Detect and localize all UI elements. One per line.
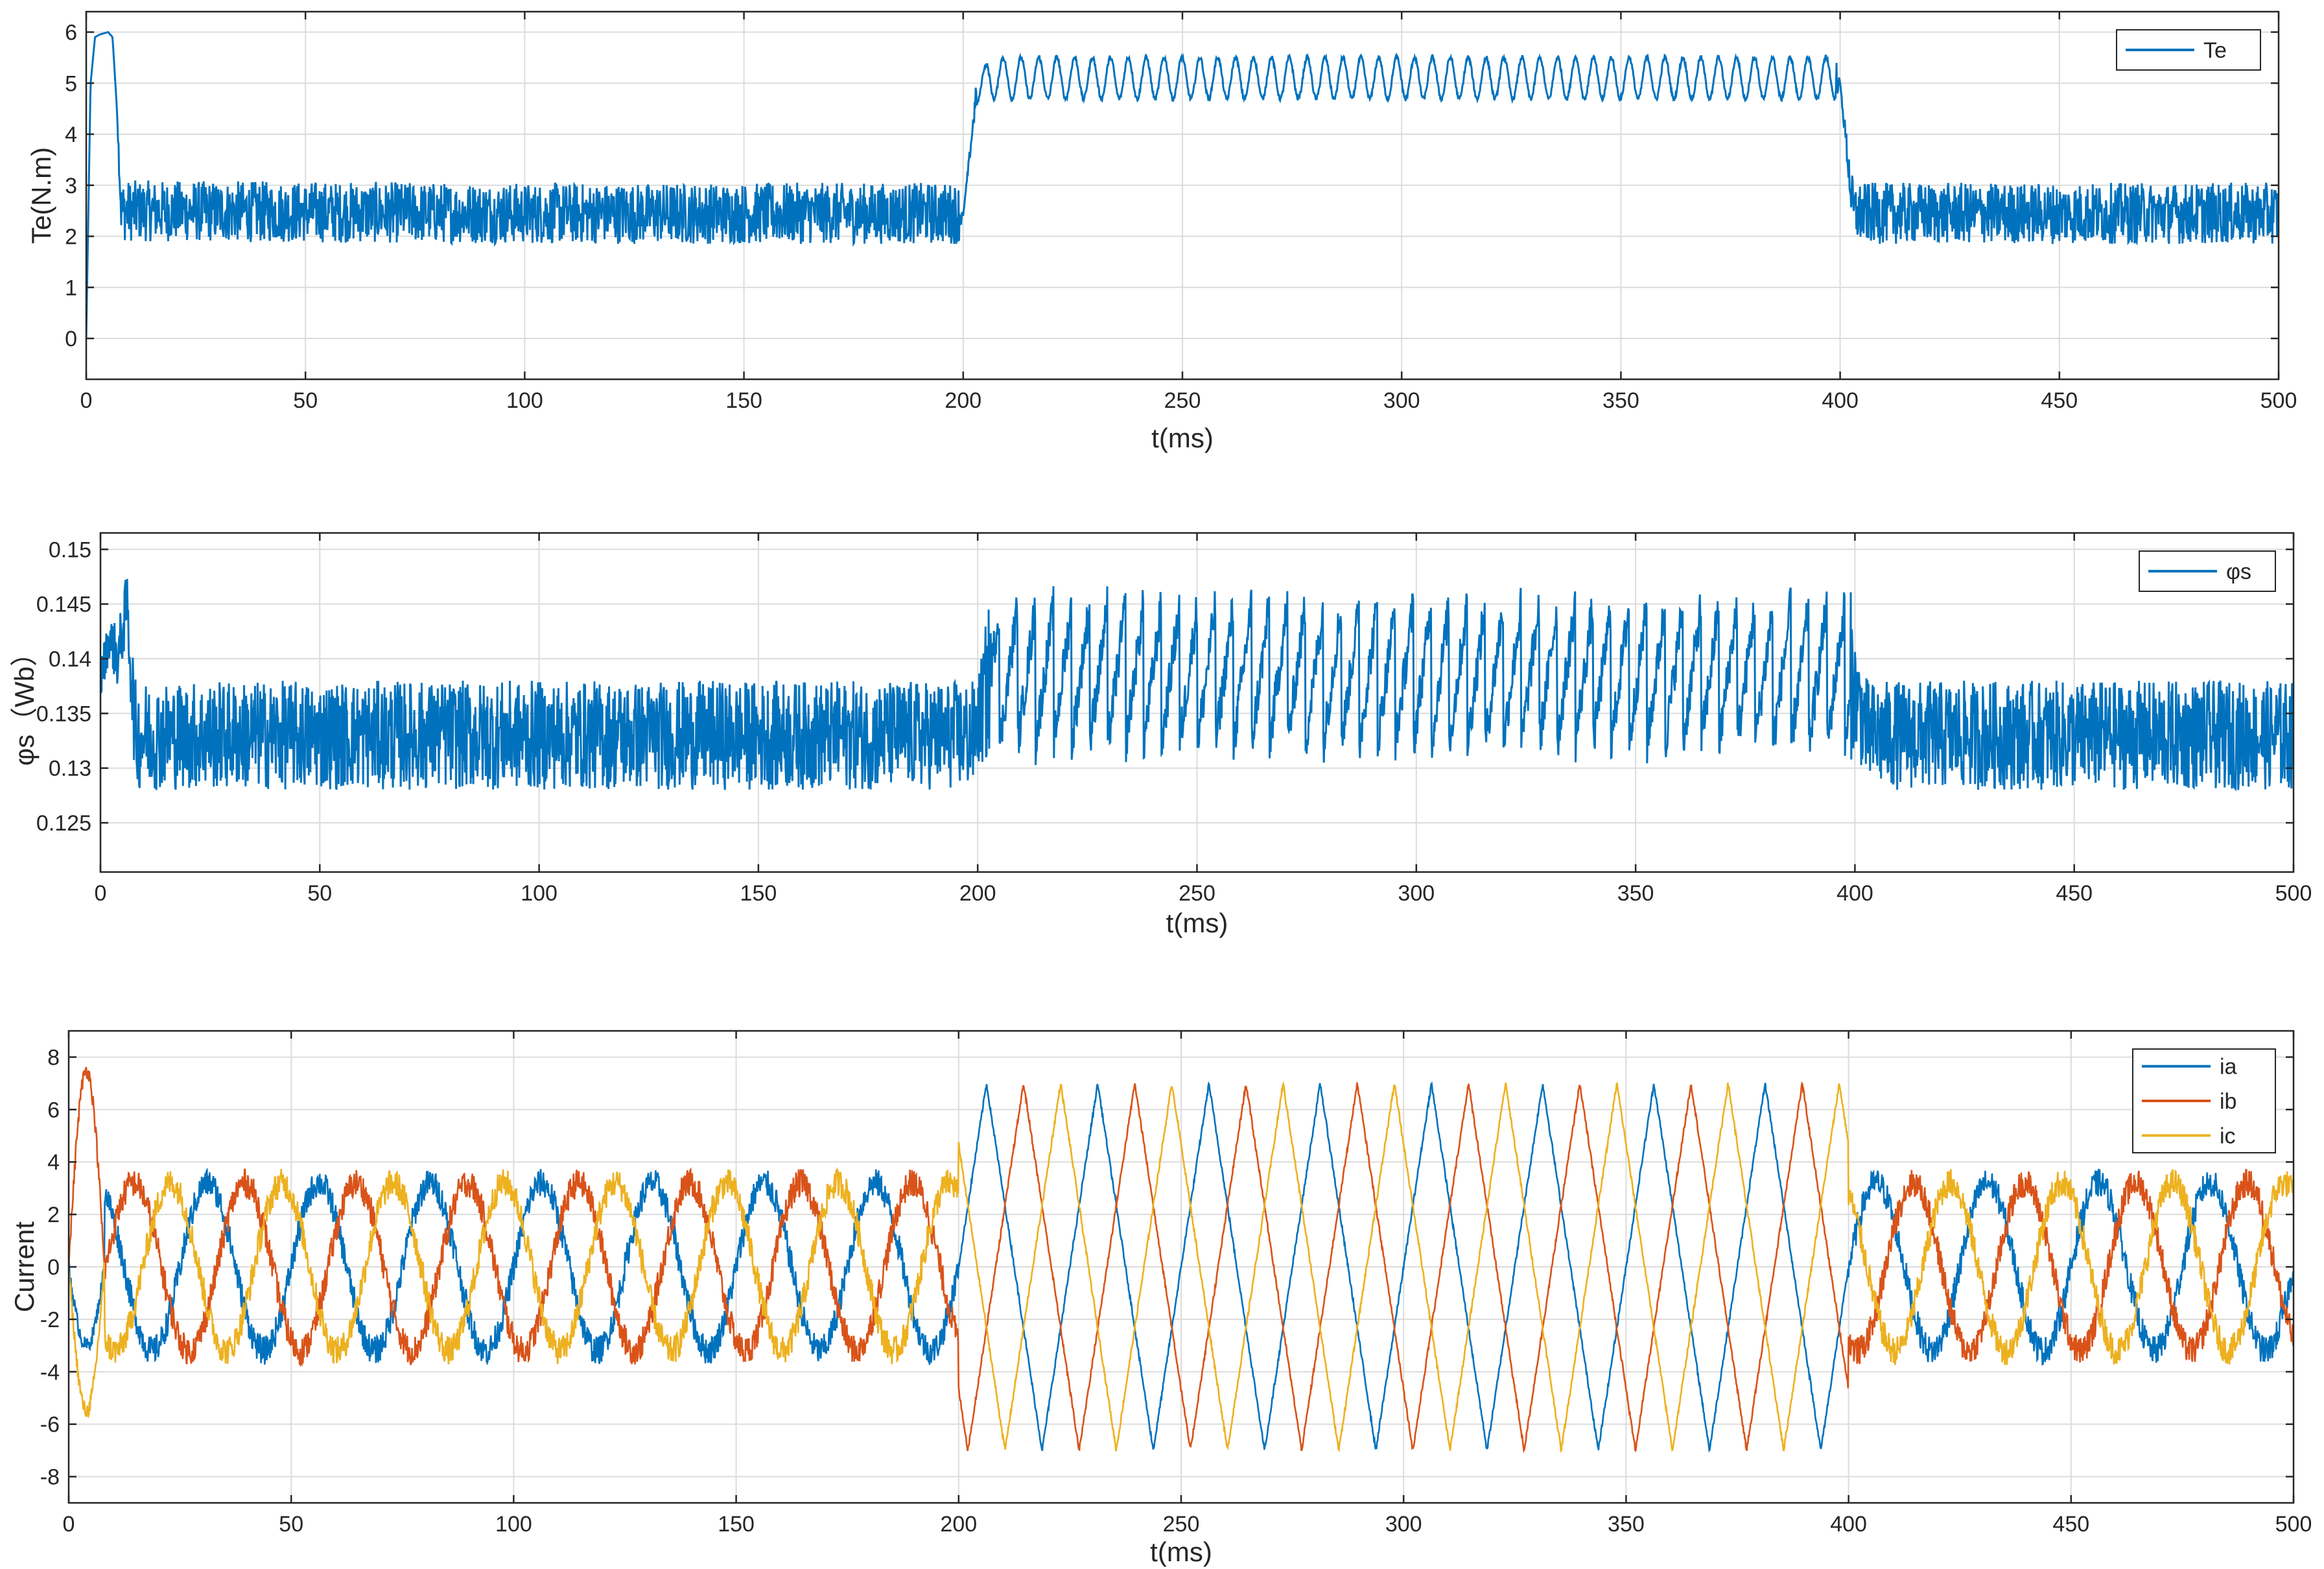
x-tick-label-4: 200 xyxy=(940,1512,977,1537)
x-tick-label-2: 100 xyxy=(495,1512,532,1537)
y-tick-label-3: 3 xyxy=(65,174,77,198)
torque-legend: Te xyxy=(2116,29,2261,71)
y-tick-label-0: 0.125 xyxy=(36,811,91,836)
series-line-ia xyxy=(69,1081,2294,1453)
x-tick-label-10: 500 xyxy=(2260,388,2297,413)
x-tick-label-0: 0 xyxy=(63,1512,75,1537)
x-tick-label-8: 400 xyxy=(1822,388,1859,413)
y-tick-label-1: 0.13 xyxy=(49,757,91,781)
x-tick-label-7: 350 xyxy=(1608,1512,1645,1537)
legend-label-ic: ic xyxy=(2220,1124,2236,1148)
flux-series-layer xyxy=(100,578,2294,792)
x-tick-label-8: 400 xyxy=(1837,881,1873,906)
x-tick-label-7: 350 xyxy=(1602,388,1639,413)
current-series-layer xyxy=(69,1067,2294,1454)
y-tick-label-2: 2 xyxy=(65,225,77,250)
current-x-axis-label: t(ms) xyxy=(1150,1537,1212,1567)
y-tick-label-4: 0 xyxy=(47,1255,60,1280)
x-tick-label-0: 0 xyxy=(80,388,93,413)
legend-label-ia: ia xyxy=(2220,1055,2237,1079)
x-tick-label-2: 100 xyxy=(521,881,558,906)
current-ticks: 0 50 100 150 200 250 300 350 400 450 500 -8 -6 -4 -2 0 2… xyxy=(40,1031,2312,1537)
flux-x-axis-label: t(ms) xyxy=(1166,908,1228,938)
legend-label-te: Te xyxy=(2203,38,2227,63)
x-tick-label-9: 450 xyxy=(2056,881,2093,906)
x-tick-label-10: 500 xyxy=(2275,881,2312,906)
x-tick-label-3: 150 xyxy=(718,1512,755,1537)
x-tick-label-5: 250 xyxy=(1179,881,1215,906)
series-line-ib xyxy=(69,1067,2294,1454)
x-tick-label-9: 450 xyxy=(2052,1512,2089,1537)
current-chart: 0 50 100 150 200 250 300 350 400 450 500 -8 -6 -4 -2 0 2… xyxy=(9,1030,2312,1567)
y-tick-label-2: 0.135 xyxy=(36,702,91,726)
series-line-ic xyxy=(69,1081,2294,1453)
current-legend: ia ib ic xyxy=(2132,1048,2276,1153)
series-line-φs xyxy=(100,578,2294,792)
x-tick-label-9: 450 xyxy=(2041,388,2078,413)
x-tick-label-5: 250 xyxy=(1163,1512,1200,1537)
y-tick-label-7: 6 xyxy=(47,1098,60,1122)
y-tick-label-5: 0.15 xyxy=(49,537,91,562)
x-tick-label-6: 300 xyxy=(1383,388,1420,413)
flux-ticks: 0 50 100 150 200 250 300 350 400 450 500 0.125 0.13 0… xyxy=(36,533,2312,906)
x-tick-label-7: 350 xyxy=(1617,881,1654,906)
legend-label-phis: φs xyxy=(2226,560,2251,584)
x-tick-label-3: 150 xyxy=(740,881,777,906)
y-tick-label-0: 0 xyxy=(65,327,77,351)
x-tick-label-3: 150 xyxy=(725,388,762,413)
x-tick-label-5: 250 xyxy=(1164,388,1201,413)
legend-label-ib: ib xyxy=(2220,1089,2236,1114)
y-tick-label-5: 5 xyxy=(65,71,77,96)
series-line-Te xyxy=(86,30,2279,339)
x-tick-label-4: 200 xyxy=(945,388,981,413)
x-tick-label-6: 300 xyxy=(1398,881,1435,906)
y-tick-label-4: 0.145 xyxy=(36,593,91,617)
x-tick-label-1: 50 xyxy=(307,881,332,906)
x-tick-label-8: 400 xyxy=(1830,1512,1867,1537)
y-tick-label-6: 4 xyxy=(47,1150,60,1175)
x-tick-label-4: 200 xyxy=(959,881,996,906)
torque-series-layer xyxy=(86,30,2279,339)
x-tick-label-0: 0 xyxy=(95,881,107,906)
torque-chart: 0 50 100 150 200 250 300 350 400 450 500 0 1 2 3 4 5 6 t(… xyxy=(26,10,2297,453)
x-tick-label-1: 50 xyxy=(293,388,318,413)
x-tick-label-1: 50 xyxy=(279,1512,303,1537)
y-tick-label-5: 2 xyxy=(47,1203,60,1227)
y-tick-label-0: -8 xyxy=(40,1465,60,1490)
y-tick-label-8: 8 xyxy=(47,1045,60,1070)
flux-y-axis-label: φs（Wb） xyxy=(9,639,40,766)
y-tick-label-1: 1 xyxy=(65,276,77,300)
y-tick-label-1: -6 xyxy=(40,1413,60,1437)
y-tick-label-3: 0.14 xyxy=(49,647,91,672)
y-tick-label-3: -2 xyxy=(40,1308,60,1332)
y-tick-label-4: 4 xyxy=(65,123,77,147)
flux-legend: φs xyxy=(2139,550,2276,592)
x-tick-label-6: 300 xyxy=(1385,1512,1422,1537)
torque-x-axis-label: t(ms) xyxy=(1151,423,1214,453)
y-tick-label-6: 6 xyxy=(65,21,77,45)
torque-y-axis-label: Te(N.m) xyxy=(26,147,56,244)
x-tick-label-2: 100 xyxy=(506,388,543,413)
torque-ticks: 0 50 100 150 200 250 300 350 400 450 500 0 1 2 3 4 5 6 xyxy=(65,12,2297,413)
flux-chart: 0 50 100 150 200 250 300 350 400 450 500 0.125 0.13 0… xyxy=(9,532,2312,938)
current-y-axis-label: Current xyxy=(9,1221,40,1312)
x-tick-label-10: 500 xyxy=(2275,1512,2312,1537)
y-tick-label-2: -4 xyxy=(40,1360,60,1385)
